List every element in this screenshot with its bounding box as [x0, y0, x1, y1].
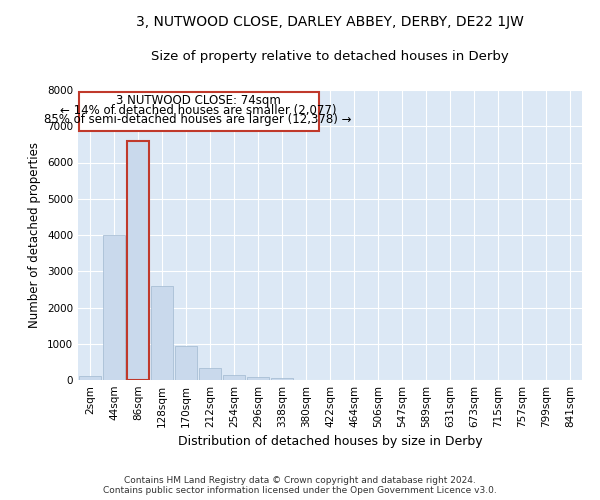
Bar — [247, 377, 269, 380]
Text: 85% of semi-detached houses are larger (12,378) →: 85% of semi-detached houses are larger (… — [44, 113, 352, 126]
FancyBboxPatch shape — [79, 92, 319, 130]
Text: Contains HM Land Registry data © Crown copyright and database right 2024.
Contai: Contains HM Land Registry data © Crown c… — [103, 476, 497, 495]
Bar — [103, 235, 125, 380]
Bar — [79, 376, 101, 380]
Bar — [175, 346, 197, 380]
Text: Size of property relative to detached houses in Derby: Size of property relative to detached ho… — [151, 50, 509, 63]
Bar — [151, 286, 173, 380]
Bar — [127, 141, 149, 380]
Text: 3 NUTWOOD CLOSE: 74sqm: 3 NUTWOOD CLOSE: 74sqm — [116, 94, 280, 108]
Bar — [271, 378, 293, 380]
Y-axis label: Number of detached properties: Number of detached properties — [28, 142, 41, 328]
Text: 3, NUTWOOD CLOSE, DARLEY ABBEY, DERBY, DE22 1JW: 3, NUTWOOD CLOSE, DARLEY ABBEY, DERBY, D… — [136, 15, 524, 29]
Bar — [199, 368, 221, 380]
X-axis label: Distribution of detached houses by size in Derby: Distribution of detached houses by size … — [178, 436, 482, 448]
Text: ← 14% of detached houses are smaller (2,077): ← 14% of detached houses are smaller (2,… — [60, 104, 336, 117]
Bar — [223, 376, 245, 380]
